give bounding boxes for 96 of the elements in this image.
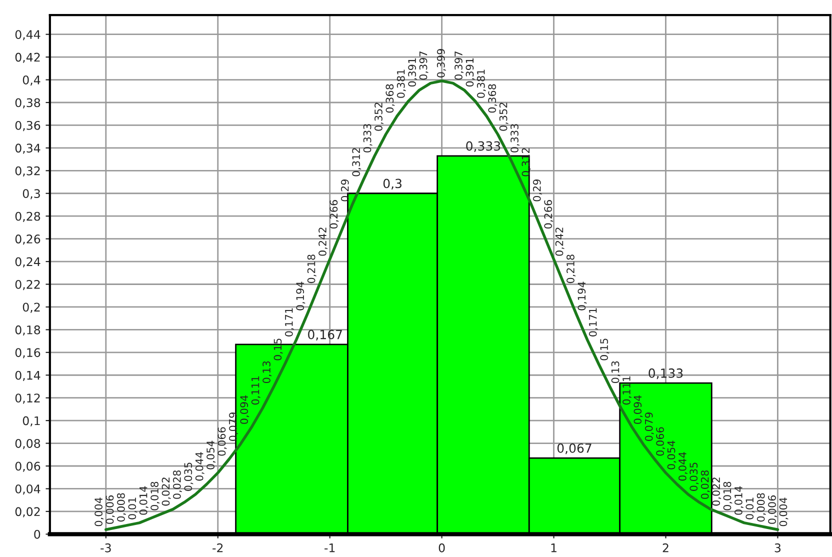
data-label: 0,266 <box>330 200 339 229</box>
x-tick-label: 0 <box>438 543 445 552</box>
y-tick-label: 0,4 <box>22 76 40 86</box>
data-label: 0,01 <box>128 498 138 520</box>
data-label: 0,333 <box>510 124 520 152</box>
data-label: 0,004 <box>779 498 788 526</box>
x-tick-label: -3 <box>100 543 111 552</box>
y-tick-label: 0 <box>34 530 40 539</box>
y-tick-label: 0,44 <box>15 30 40 40</box>
data-label: 0,352 <box>374 102 384 131</box>
y-tick-label: 0,38 <box>15 98 40 108</box>
data-label: 0,333 <box>466 141 500 152</box>
y-tick-label: 0,36 <box>15 120 40 132</box>
data-label: 0,171 <box>284 308 294 336</box>
data-label: 0,29 <box>532 180 542 202</box>
data-label: 0,194 <box>296 282 306 310</box>
data-label: 0,044 <box>678 452 688 481</box>
data-label: 0,312 <box>522 148 531 176</box>
data-label: 0,008 <box>117 493 126 522</box>
data-label: 0,391 <box>408 58 418 87</box>
y-tick-label: 0,18 <box>15 325 40 336</box>
data-label: 0,035 <box>690 462 699 491</box>
y-tick-label: 0,2 <box>22 302 40 313</box>
data-label: 0,008 <box>756 493 766 522</box>
y-tick-label: 0,32 <box>15 166 40 177</box>
data-label: 0,242 <box>555 228 564 256</box>
data-label: 0,352 <box>499 102 508 131</box>
y-tick-label: 0,22 <box>15 280 40 290</box>
x-tick-label: 1 <box>551 544 556 552</box>
data-label: 0,035 <box>184 462 194 491</box>
data-label: 0,066 <box>218 427 227 456</box>
data-label: 0,028 <box>700 470 710 499</box>
data-label: 0,022 <box>162 478 171 506</box>
data-label: 0,312 <box>352 148 362 176</box>
y-tick-label: 0,1 <box>22 416 40 426</box>
y-tick-label: 0,16 <box>15 348 40 358</box>
data-label: 0,018 <box>150 482 160 510</box>
data-label: 0,044 <box>195 452 204 481</box>
data-label: 0,15 <box>274 338 283 360</box>
y-tick-label: 0,02 <box>15 507 40 518</box>
y-tick-label: 0,24 <box>15 257 40 268</box>
data-label: 0,079 <box>644 412 654 441</box>
data-label: 0,333 <box>363 124 372 152</box>
y-tick-label: 0,3 <box>22 189 40 200</box>
data-label: 0,022 <box>712 478 722 506</box>
y-tick-label: 0,04 <box>15 484 40 495</box>
y-tick-label: 0,06 <box>15 462 40 472</box>
data-label: 0,218 <box>566 254 576 284</box>
data-label: 0,13 <box>262 361 272 384</box>
data-label: 0,094 <box>634 395 643 424</box>
data-label: 0,171 <box>588 308 598 336</box>
data-label: 0,397 <box>454 51 464 80</box>
data-label: 0,266 <box>544 200 554 229</box>
data-label: 0,29 <box>340 180 350 202</box>
data-label: 0,133 <box>648 368 683 380</box>
y-tick-label: 0,12 <box>15 394 40 404</box>
data-label: 0,111 <box>622 376 632 405</box>
data-label: 0,368 <box>488 84 498 113</box>
data-label: 0,242 <box>318 228 328 256</box>
y-tick-label: 0,42 <box>15 52 40 63</box>
data-label: 0,01 <box>746 498 755 520</box>
data-label: 0,167 <box>308 330 342 341</box>
data-label: 0,006 <box>768 495 778 524</box>
data-label: 0,006 <box>106 495 115 524</box>
y-tick-label: 0,08 <box>15 439 40 450</box>
y-tick-label: 0,26 <box>15 234 40 245</box>
data-label: 0,218 <box>307 254 316 284</box>
x-tick-label: -2 <box>212 543 223 552</box>
data-label: 0,014 <box>139 486 148 515</box>
data-label: 0,054 <box>667 440 676 470</box>
data-label: 0,094 <box>240 395 250 424</box>
y-tick-label: 0,14 <box>15 370 40 381</box>
data-label: 0,3 <box>383 178 402 190</box>
y-tick-label: 0,34 <box>15 144 40 154</box>
x-tick-label: 3 <box>774 543 781 552</box>
data-label: 0,066 <box>656 427 666 456</box>
data-label: 0,028 <box>172 470 182 499</box>
data-label: 0,018 <box>723 482 732 510</box>
x-tick-label: -1 <box>324 544 335 552</box>
data-label: 0,391 <box>466 58 475 87</box>
data-label: 0,014 <box>734 486 744 515</box>
data-label: 0,079 <box>228 412 238 441</box>
data-label: 0,067 <box>557 443 592 454</box>
data-label: 0,054 <box>206 440 216 470</box>
y-tick-label: 0,28 <box>15 212 40 222</box>
data-label: 0,381 <box>476 70 486 98</box>
data-label: 0,368 <box>386 84 395 113</box>
data-label: 0,194 <box>578 282 587 310</box>
data-label: 0,397 <box>419 51 428 80</box>
data-label: 0,399 <box>436 49 446 78</box>
data-label: 0,13 <box>611 361 620 384</box>
data-label: 0,111 <box>251 376 260 405</box>
x-tick-label: 2 <box>662 543 668 552</box>
data-label: 0,004 <box>94 498 104 526</box>
data-label: 0,381 <box>396 70 406 98</box>
data-label: 0,15 <box>600 338 610 360</box>
